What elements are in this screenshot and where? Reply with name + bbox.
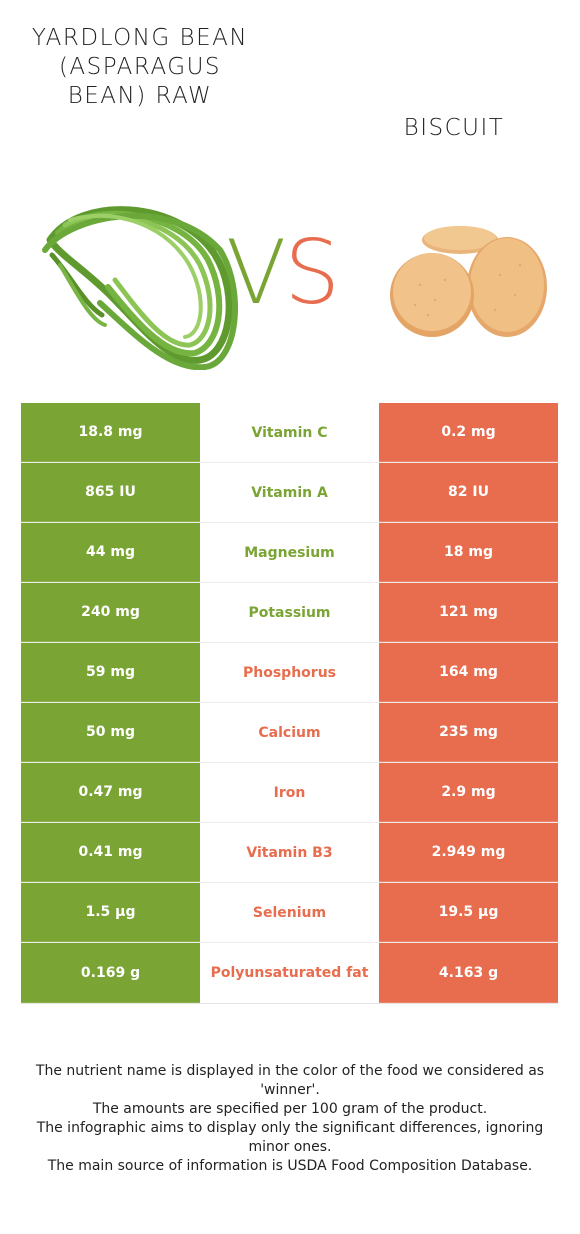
nutrient-name: Phosphorus <box>200 643 379 702</box>
left-food-amount: 18.8 mg <box>21 403 200 462</box>
nutrient-row: 59 mg Phosphorus 164 mg <box>21 643 558 703</box>
right-food-amount: 2.949 mg <box>379 823 558 882</box>
nutrient-table: 18.8 mg Vitamin C 0.2 mg 865 IU Vitamin A 82 … <box>21 403 558 1004</box>
right-food-amount: 82 IU <box>379 463 558 522</box>
right-food-title: BISCUIT <box>403 115 505 141</box>
left-food-amount: 0.47 mg <box>21 763 200 822</box>
right-food-amount: 4.163 g <box>379 943 558 1003</box>
right-food-amount: 0.2 mg <box>379 403 558 462</box>
nutrient-row: 865 IU Vitamin A 82 IU <box>21 463 558 523</box>
footer-line-2: The amounts are specified per 100 gram o… <box>92 1101 488 1117</box>
vs-label: VS <box>226 228 340 318</box>
left-food-amount: 0.169 g <box>21 943 200 1003</box>
footer-line-1: The nutrient name is displayed in the co… <box>35 1063 545 1098</box>
nutrient-row: 0.47 mg Iron 2.9 mg <box>21 763 558 823</box>
biscuit-image <box>390 226 547 337</box>
right-food-amount: 235 mg <box>379 703 558 762</box>
footer-line-4: The main source of information is USDA F… <box>47 1158 533 1174</box>
nutrient-name: Vitamin C <box>200 403 379 462</box>
nutrient-name: Vitamin B3 <box>200 823 379 882</box>
nutrient-row: 1.5 µg Selenium 19.5 µg <box>21 883 558 943</box>
yardlong-bean-image <box>42 206 238 370</box>
nutrient-row: 0.169 g Polyunsaturated fat 4.163 g <box>21 943 558 1003</box>
right-food-amount: 18 mg <box>379 523 558 582</box>
footer-line-3: The infographic aims to display only the… <box>36 1120 544 1155</box>
left-food-amount: 59 mg <box>21 643 200 702</box>
nutrient-name: Iron <box>200 763 379 822</box>
nutrient-name: Vitamin A <box>200 463 379 522</box>
left-food-amount: 865 IU <box>21 463 200 522</box>
footer-notes: The nutrient name is displayed in the co… <box>20 1062 560 1176</box>
left-food-title: YARDLONG BEAN (ASPARAGUS BEAN) RAW <box>31 25 249 109</box>
nutrient-name: Polyunsaturated fat <box>200 943 379 1003</box>
right-food-amount: 121 mg <box>379 583 558 642</box>
nutrient-row: 18.8 mg Vitamin C 0.2 mg <box>21 403 558 463</box>
right-food-amount: 2.9 mg <box>379 763 558 822</box>
nutrient-name: Selenium <box>200 883 379 942</box>
nutrient-row: 50 mg Calcium 235 mg <box>21 703 558 763</box>
vs-s: S <box>284 221 340 324</box>
nutrient-name: Calcium <box>200 703 379 762</box>
nutrient-name: Potassium <box>200 583 379 642</box>
nutrient-row: 240 mg Potassium 121 mg <box>21 583 558 643</box>
nutrient-row: 0.41 mg Vitamin B3 2.949 mg <box>21 823 558 883</box>
right-food-amount: 19.5 µg <box>379 883 558 942</box>
left-food-amount: 44 mg <box>21 523 200 582</box>
nutrient-name: Magnesium <box>200 523 379 582</box>
nutrient-row: 44 mg Magnesium 18 mg <box>21 523 558 583</box>
left-food-amount: 50 mg <box>21 703 200 762</box>
left-food-amount: 0.41 mg <box>21 823 200 882</box>
left-food-amount: 240 mg <box>21 583 200 642</box>
left-food-amount: 1.5 µg <box>21 883 200 942</box>
right-food-amount: 164 mg <box>379 643 558 702</box>
vs-v: V <box>226 221 286 324</box>
